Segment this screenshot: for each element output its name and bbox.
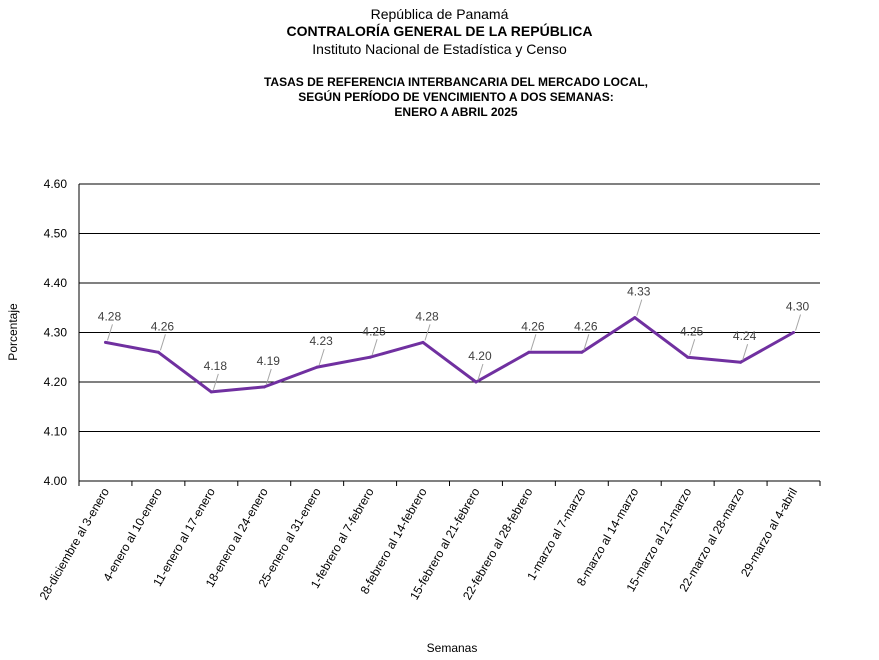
data-label-leader — [583, 334, 590, 351]
data-label: 4.23 — [309, 334, 333, 348]
x-tick-label: 4-enero al 10-enero — [100, 485, 165, 584]
x-tick-label: 1-marzo al 7-marzo — [524, 485, 588, 582]
data-label-leader — [689, 339, 696, 356]
data-label: 4.18 — [204, 359, 228, 373]
data-label: 4.26 — [574, 319, 598, 333]
data-label-leader — [795, 314, 802, 331]
y-axis-ticks: 4.00 4.10 4.20 4.30 4.40 4.50 4.60 — [44, 177, 68, 488]
data-point — [156, 350, 160, 354]
data-point — [262, 385, 266, 389]
data-point — [103, 340, 107, 344]
data-label-leader — [530, 334, 537, 351]
y-axis-label: Porcentaje — [6, 303, 20, 361]
y-tick-label: 4.60 — [44, 177, 68, 191]
y-tick-label: 4.00 — [44, 474, 68, 488]
header-country: República de Panamá — [370, 6, 509, 22]
y-tick-label: 4.50 — [44, 227, 68, 241]
data-label: 4.25 — [362, 324, 386, 338]
data-label: 4.19 — [257, 354, 281, 368]
data-point — [474, 380, 478, 384]
data-point — [527, 350, 531, 354]
data-label-leader — [742, 344, 749, 361]
data-label-leader — [371, 339, 378, 356]
data-label: 4.33 — [627, 285, 651, 299]
data-labels: 4.28 4.26 4.18 4.19 4.23 4.25 4.28 4.20 4.26 4.26… — [98, 285, 810, 391]
data-label-leader — [265, 368, 272, 386]
data-point — [686, 355, 690, 359]
chart-title-line-1: TASAS DE REFERENCIA INTERBANCARIA DEL ME… — [263, 75, 648, 89]
data-label: 4.30 — [786, 300, 810, 314]
data-label: 4.26 — [521, 319, 545, 333]
series-line — [105, 316, 795, 394]
data-point — [580, 350, 584, 354]
x-axis-label: Semanas — [427, 641, 478, 655]
data-label-leader — [636, 299, 643, 316]
x-tick-label: 29-marzo al 4-abril — [738, 486, 800, 580]
data-point — [739, 360, 743, 364]
data-label-leader — [106, 324, 113, 341]
data-point — [368, 355, 372, 359]
data-label: 4.26 — [151, 319, 175, 333]
data-point — [421, 340, 425, 344]
y-tick-label: 4.40 — [44, 276, 68, 290]
chart-title-line-2: SEGÚN PERÍODO DE VENCIMIENTO A DOS SEMAN… — [298, 90, 614, 104]
header-institution: CONTRALORÍA GENERAL DE LA REPÚBLICA — [286, 23, 593, 39]
y-tick-label: 4.10 — [44, 425, 68, 439]
series-line-group — [103, 316, 796, 394]
data-label-leader — [477, 363, 484, 381]
gridlines — [78, 183, 820, 482]
data-label-leader — [318, 349, 325, 366]
data-label: 4.28 — [415, 309, 439, 323]
data-label-leader — [212, 373, 219, 391]
y-tick-label: 4.20 — [44, 375, 68, 389]
y-tick-label: 4.30 — [44, 326, 68, 340]
data-label-leader — [424, 324, 431, 341]
data-label: 4.25 — [680, 324, 704, 338]
chart-title-line-3: ENERO A ABRIL 2025 — [394, 105, 518, 119]
x-tick-label: 28-diciembre al 3-enero — [37, 485, 113, 602]
data-point — [315, 365, 319, 369]
data-label: 4.24 — [733, 329, 757, 343]
data-point — [792, 331, 796, 334]
data-label: 4.28 — [98, 309, 122, 323]
data-label-leader — [159, 334, 166, 351]
data-point — [633, 316, 637, 320]
data-point — [209, 390, 213, 394]
data-label: 4.20 — [468, 349, 492, 363]
header-department: Instituto Nacional de Estadística y Cens… — [312, 41, 567, 57]
